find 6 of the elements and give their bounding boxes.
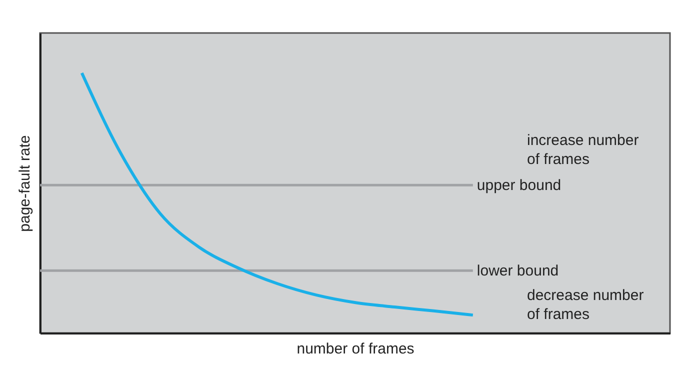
ref-line-label: upper bound xyxy=(476,177,562,194)
y-axis-title: page-fault rate xyxy=(16,135,34,232)
text: increase number of frames xyxy=(527,132,639,168)
x-axis-title: number of frames xyxy=(296,340,414,358)
ref-line-label: lower bound xyxy=(476,262,559,280)
text: decrease number of frames xyxy=(527,287,644,323)
